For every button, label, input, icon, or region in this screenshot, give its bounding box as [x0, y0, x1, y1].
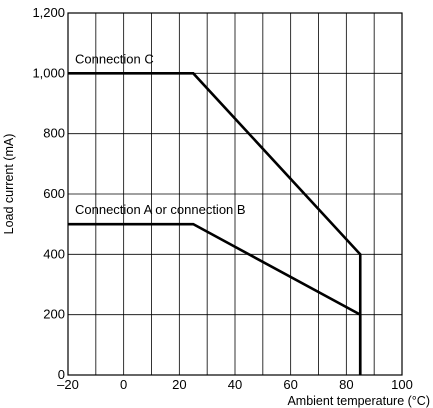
- y-tick-label: 1,200: [32, 5, 65, 20]
- y-axis-label: Load current (mA): [2, 134, 16, 235]
- series-line-2: [68, 222, 362, 375]
- x-tick-labels: –20 0 20 40 60 80 100: [57, 377, 413, 392]
- y-tick-label: 1,000: [32, 65, 65, 80]
- series-label-2: Connection A or connection B: [75, 202, 246, 217]
- series-labels: Connection C Connection A or connection B: [75, 51, 246, 217]
- x-tick-label: 40: [228, 377, 242, 392]
- x-tick-label: 80: [339, 377, 353, 392]
- y-tick-label: 600: [43, 186, 65, 201]
- y-tick-label: 400: [43, 246, 65, 261]
- x-axis-label: Ambient temperature (°C): [287, 394, 430, 408]
- y-tick-label: 0: [58, 367, 65, 382]
- grid: [67, 12, 403, 376]
- x-tick-label: 20: [172, 377, 186, 392]
- series-lines: [68, 72, 362, 375]
- x-tick-label: –20: [57, 377, 79, 392]
- x-tick-label: 0: [120, 377, 127, 392]
- x-tick-label: 60: [283, 377, 297, 392]
- series-label-1: Connection C: [75, 51, 154, 66]
- plot-frame: [67, 12, 403, 376]
- y-tick-label: 200: [43, 307, 65, 322]
- x-tick-label: 100: [391, 377, 413, 392]
- y-tick-labels: 0 200 400 600 800 1,000 1,200: [32, 5, 65, 382]
- y-tick-label: 800: [43, 126, 65, 141]
